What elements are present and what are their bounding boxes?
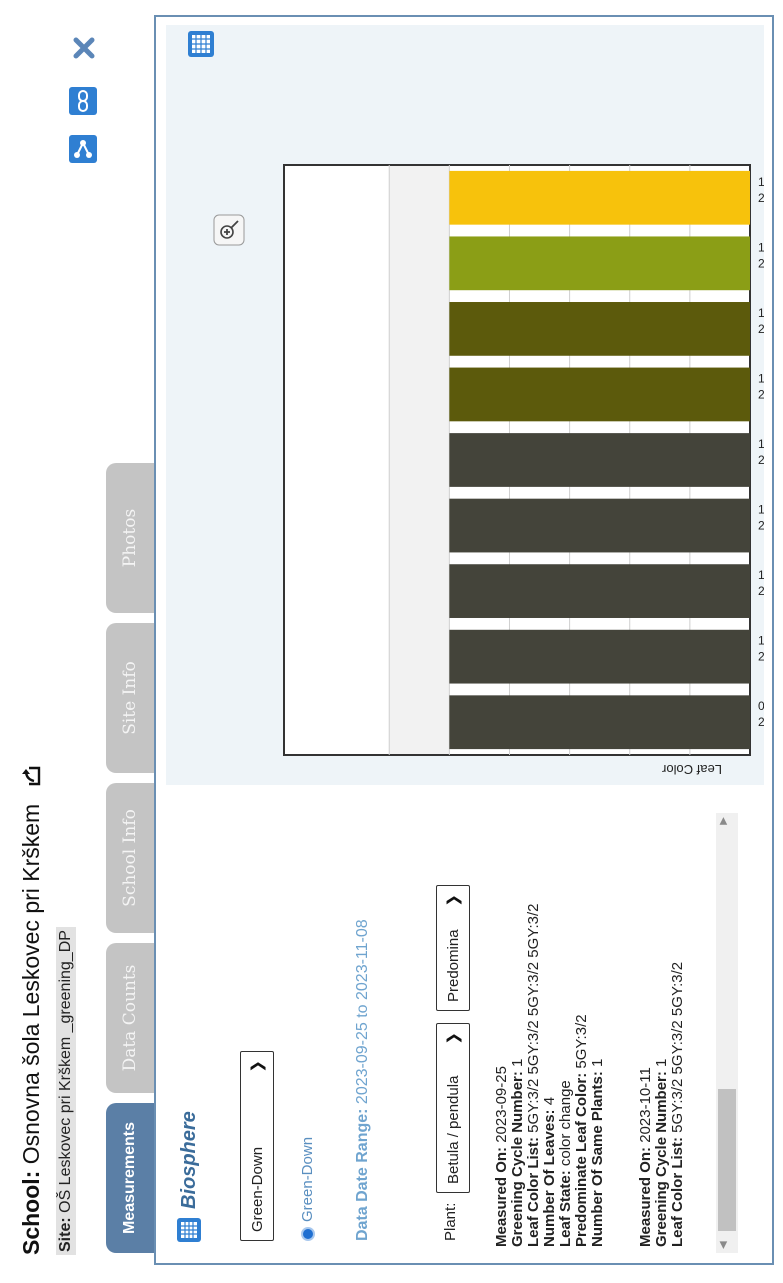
x-tick-label: 2023- 09-25 [758,699,764,729]
x-tick-day: 10-20 [758,437,764,451]
site-title: Site: OŠ Leskovec pri Krškem _greening_D… [56,927,76,1255]
x-tick-label: 2023- 11-08 [758,175,764,205]
table-icon[interactable] [176,1217,202,1243]
x-tick-day: 11-06 [758,240,764,254]
horizontal-scrollbar[interactable]: ◀ ▶ [716,813,738,1253]
x-tick-day: 11-08 [758,175,764,189]
bar[interactable] [449,695,750,750]
x-tick-year: 2023- [758,519,764,533]
x-tick-year: 2023- [758,453,764,467]
protocol-dropdown[interactable]: Green-Down ❯ [240,1051,274,1241]
bar[interactable] [449,170,750,225]
chevron-down-icon: ❯ [445,894,462,907]
protocol-group-label: Biosphere [177,1111,200,1209]
share-icon[interactable] [68,134,98,164]
site-label: Site: [57,1217,74,1252]
bar[interactable] [449,236,750,291]
protocol-radio[interactable]: Green-Down [299,1137,316,1241]
tab-data-counts[interactable]: Data Counts [106,943,154,1093]
tab-photos[interactable]: Photos [106,463,154,613]
bar[interactable] [449,433,750,487]
tab-school-info[interactable]: School Info [106,783,154,933]
scroll-right-icon[interactable]: ▶ [718,817,729,825]
tab-measurements[interactable]: Measurements [106,1103,154,1253]
y-axis-label: Leaf Color [661,762,722,777]
chevron-down-icon: ❯ [445,1032,462,1045]
x-tick-year: 2023- [758,715,764,729]
tab-site-info[interactable]: Site Info [106,623,154,773]
x-tick-year: 2023- [758,256,764,270]
site-name: OŠ Leskovec pri Krškem _greening_DP [57,930,74,1213]
x-tick-label: 2023- 10-13 [758,568,764,598]
table-icon[interactable] [188,31,214,57]
date-range-value: 2023-09-25 to 2023-11-08 [354,919,371,1105]
x-tick-year: 2023- [758,650,764,664]
leaf-color-chart: 2023- 09-25 2023- 10-11 2023- 10-13 2023- 10-18… [188,31,764,777]
bar[interactable] [449,564,750,618]
plant-species-value: Betula / pendula [444,1075,462,1184]
x-tick-day: 10-11 [758,634,764,648]
date-range-label: Data Date Range: [354,1108,371,1241]
bar[interactable] [449,629,750,684]
plant-species-dropdown[interactable]: Betula / pendula ❯ [436,1023,470,1193]
bar[interactable] [449,498,750,553]
protocol-dropdown-value: Green-Down [248,1146,266,1232]
zoom-icon[interactable] [213,214,245,246]
x-tick-label: 2023- 10-18 [758,503,764,533]
plant-attribute-dropdown[interactable]: Predomina ❯ [436,885,470,1011]
measurement-record: Measured On: 2023-10-11 Greening Cycle N… [637,961,686,1247]
close-icon[interactable] [72,36,96,60]
chart-area: 2023- 09-25 2023- 10-11 2023- 10-13 2023- 10-18… [166,25,764,785]
protocol-group: Biosphere [176,1111,202,1243]
school-name: Osnovna šola Leskovec pri Krškem [18,803,44,1165]
date-range: Data Date Range: 2023-09-25 to 2023-11-0… [346,821,380,1241]
bar[interactable] [449,302,750,356]
x-tick-year: 2023- [758,387,764,401]
bar[interactable] [449,367,750,422]
x-tick-label: 2023- 10-27 [758,306,764,336]
x-tick-day: 09-25 [758,699,764,713]
x-tick-label: 2023- 11-06 [758,240,764,270]
plant-attribute-value: Predomina [444,929,462,1002]
plant-label: Plant: [442,1202,459,1241]
window-controls [6,18,106,168]
x-tick-year: 2023- [758,322,764,336]
x-tick-label: 2023- 10-11 [758,634,764,664]
radio-selected-icon[interactable] [300,1227,315,1241]
export-icon[interactable] [21,765,41,787]
x-tick-year: 2023- [758,584,764,598]
x-tick-day: 10-25 [758,371,764,385]
x-tick-label: 2023- 10-20 [758,437,764,467]
link-icon[interactable] [68,86,98,116]
x-tick-day: 10-13 [758,568,764,582]
scrollbar-thumb[interactable] [718,1089,736,1231]
measurement-record: Measured On: 2023-09-25 Greening Cycle N… [493,903,606,1247]
school-label: School: [18,1170,44,1255]
x-tick-day: 10-18 [758,503,764,517]
x-tick-label: 2023- 10-25 [758,371,764,401]
x-tick-year: 2023- [758,191,764,205]
protocol-radio-label: Green-Down [299,1136,316,1222]
chevron-down-icon: ❯ [249,1060,266,1073]
x-tick-day: 10-27 [758,306,764,320]
scroll-left-icon[interactable]: ◀ [718,1241,729,1249]
measurements-panel: Biosphere Green-Down ❯ Green-Down Data D… [154,15,774,1265]
grid-band [389,166,450,754]
school-title: School: Osnovna šola Leskovec pri Krškem [18,765,45,1255]
